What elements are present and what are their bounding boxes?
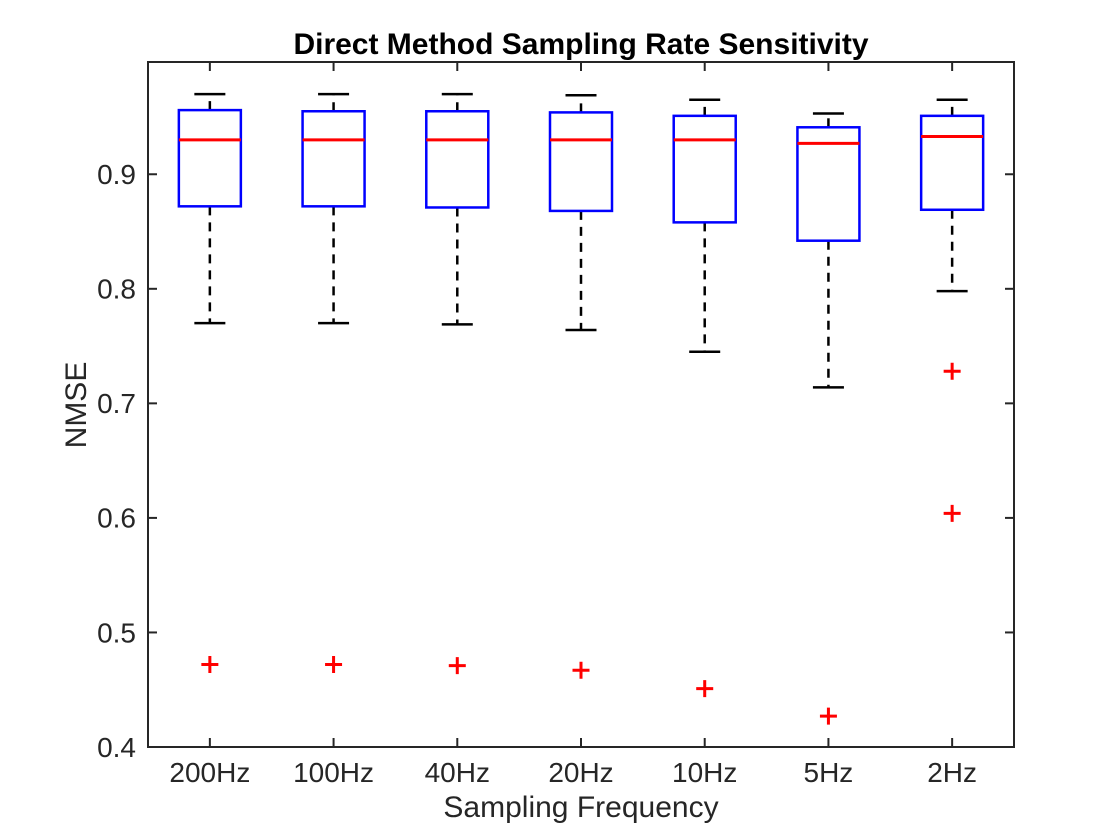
iqr-box [301, 110, 366, 208]
iqr-box [919, 114, 985, 212]
boxplot-group-2Hz [919, 98, 985, 522]
boxplot-group-40Hz [425, 92, 490, 675]
y-tick-label: 0.6 [97, 503, 136, 534]
outlier-marker [201, 656, 219, 674]
outlier-marker [943, 504, 961, 522]
outlier-marker [325, 656, 343, 674]
boxplot-group-100Hz [301, 92, 366, 674]
chart-title: Direct Method Sampling Rate Sensitivity [293, 28, 868, 61]
y-tick-label: 0.9 [97, 159, 136, 190]
boxplot-group-10Hz [672, 98, 737, 698]
x-axis-label: Sampling Frequency [443, 791, 718, 824]
x-tick-label: 100Hz [293, 757, 374, 788]
x-tick-label: 5Hz [804, 757, 854, 788]
iqr-box [548, 111, 614, 213]
y-tick-label: 0.4 [97, 732, 136, 763]
boxplot-group-200Hz [177, 92, 243, 674]
iqr-box [672, 114, 737, 224]
outlier-marker [448, 657, 466, 675]
iqr-box [425, 110, 490, 209]
outlier-marker [819, 707, 837, 725]
y-tick-label: 0.5 [97, 617, 136, 648]
iqr-box [796, 126, 861, 242]
outlier-marker [572, 661, 590, 679]
x-tick-label: 40Hz [425, 757, 490, 788]
outlier-marker [696, 680, 714, 698]
boxplot-group-20Hz [548, 93, 614, 679]
outlier-marker [943, 362, 961, 380]
x-tick-label: 200Hz [169, 757, 250, 788]
iqr-box [177, 108, 243, 208]
x-tick-label: 20Hz [548, 757, 613, 788]
plot-layer: 0.4 0.5 0.6 0.7 0.8 0.9 200Hz 100Hz 40Hz 20Hz 10Hz… [97, 61, 1015, 788]
boxplot-group-5Hz [796, 112, 861, 725]
y-axis-label: NMSE [60, 362, 93, 449]
x-tick-label: 10Hz [672, 757, 737, 788]
x-tick-label: 2Hz [927, 757, 977, 788]
y-tick-label: 0.8 [97, 274, 136, 305]
y-tick-label: 0.7 [97, 388, 136, 419]
